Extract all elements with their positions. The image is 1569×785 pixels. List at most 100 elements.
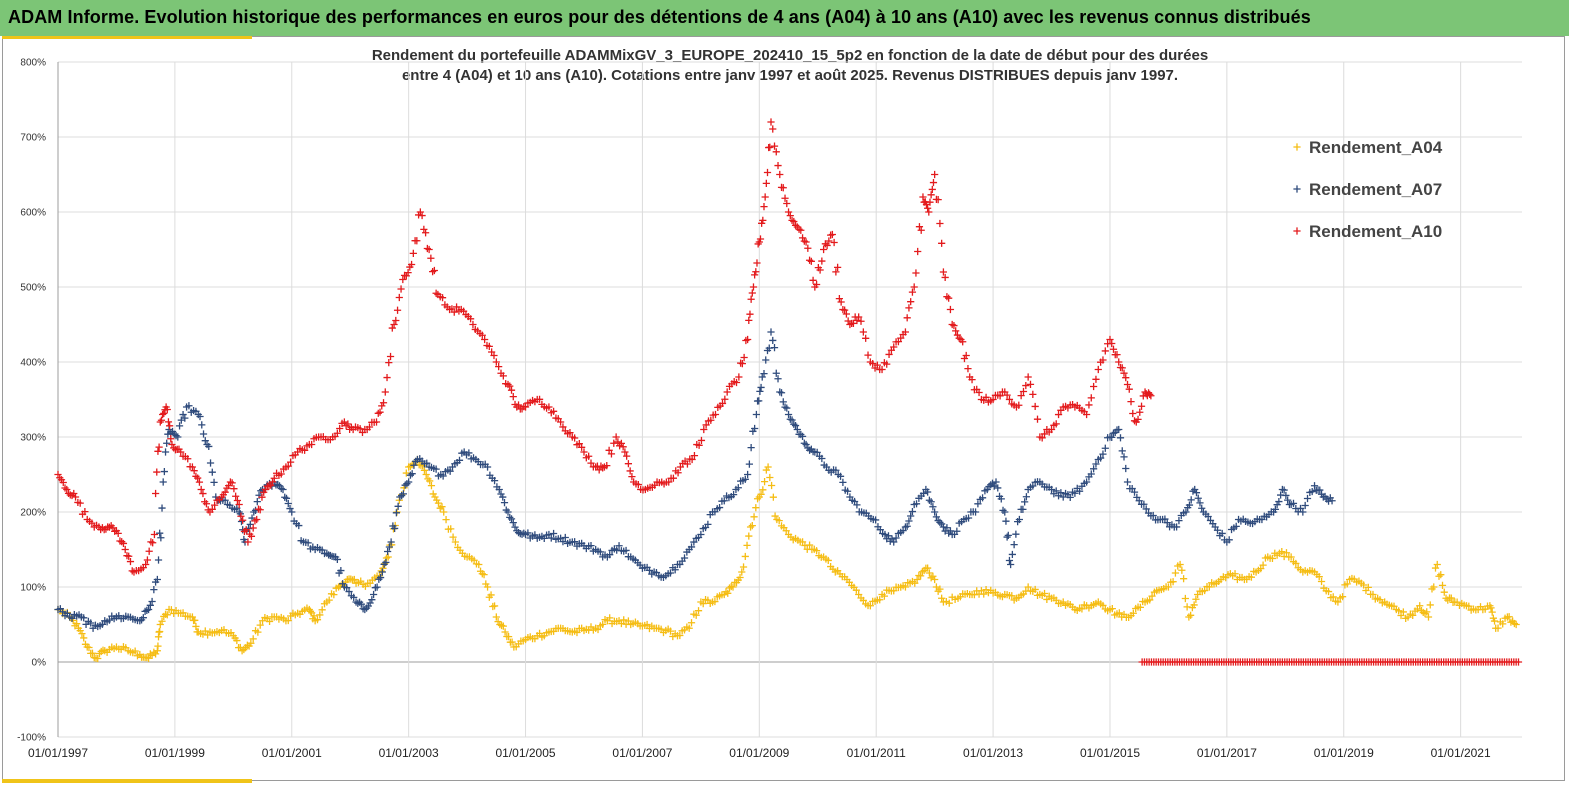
- marker-point: [1029, 390, 1037, 398]
- y-tick-label: 400%: [20, 358, 46, 369]
- marker-point: [1512, 620, 1520, 629]
- marker-point: [1431, 564, 1440, 572]
- marker-point: [623, 452, 631, 460]
- marker-point: [800, 439, 808, 447]
- marker-point: [802, 440, 810, 449]
- marker-point: [1137, 402, 1146, 410]
- marker-point: [948, 320, 956, 329]
- legend-label: Rendement_A10: [1309, 222, 1442, 241]
- marker-point: [1125, 385, 1133, 393]
- marker-point: [148, 597, 156, 606]
- marker-point: [1324, 587, 1333, 596]
- marker-point: [606, 551, 614, 559]
- marker-point: [506, 513, 514, 521]
- marker-point: [571, 434, 579, 442]
- marker-point: [901, 328, 910, 336]
- marker-point: [143, 606, 151, 615]
- marker-point: [384, 547, 392, 556]
- x-tick-label: 01/01/2019: [1314, 746, 1374, 760]
- marker-point: [210, 478, 218, 486]
- marker-point: [221, 488, 229, 496]
- marker-point: [156, 529, 164, 537]
- marker-point: [755, 397, 763, 405]
- marker-point: [139, 614, 147, 622]
- marker-point: [365, 423, 374, 431]
- marker-point: [350, 593, 358, 601]
- marker-point: [59, 608, 67, 616]
- marker-point: [485, 342, 493, 350]
- marker-point: [253, 498, 261, 506]
- marker-point: [753, 259, 761, 267]
- marker-point: [350, 575, 358, 584]
- marker-point: [1192, 595, 1200, 603]
- marker-point: [508, 638, 516, 646]
- marker-point: [1015, 401, 1023, 409]
- marker-point: [430, 266, 438, 275]
- legend-entry: Rendement_A10: [1293, 222, 1442, 241]
- marker-point: [730, 491, 738, 499]
- marker-point: [786, 212, 794, 220]
- marker-point: [239, 516, 247, 524]
- marker-point: [199, 489, 207, 498]
- marker-point: [952, 327, 960, 335]
- marker-point: [873, 361, 881, 369]
- marker-point: [932, 513, 940, 521]
- marker-point: [666, 569, 675, 577]
- legend-entry: Rendement_A04: [1293, 138, 1443, 157]
- marker-point: [764, 463, 772, 471]
- page-title: ADAM Informe. Evolution historique des p…: [8, 7, 1311, 27]
- marker-point: [907, 512, 915, 520]
- marker-point: [748, 521, 756, 530]
- marker-point: [912, 500, 921, 508]
- marker-point: [1181, 594, 1189, 603]
- marker-point: [890, 538, 898, 546]
- marker-point: [855, 313, 863, 321]
- marker-point: [150, 586, 158, 594]
- marker-point: [775, 517, 783, 525]
- marker-point: [688, 455, 696, 464]
- marker-point: [899, 527, 907, 535]
- marker-point: [931, 508, 939, 516]
- y-tick-label: 0%: [32, 658, 47, 669]
- marker-point: [549, 407, 558, 415]
- marker-point: [1275, 497, 1283, 506]
- marker-point: [337, 566, 345, 575]
- marker-point: [1187, 496, 1195, 504]
- marker-point: [1003, 533, 1011, 541]
- marker-point: [926, 198, 934, 206]
- marker-point: [918, 568, 926, 576]
- marker-point: [1364, 583, 1372, 591]
- marker-point: [766, 143, 774, 151]
- marker-point: [626, 467, 634, 475]
- marker-point: [440, 508, 448, 516]
- marker-point: [950, 321, 958, 330]
- marker-point: [892, 534, 900, 542]
- marker-point: [373, 583, 381, 591]
- marker-point: [211, 501, 219, 509]
- marker-point: [235, 500, 243, 509]
- marker-point: [1022, 381, 1030, 390]
- marker-point: [622, 546, 630, 555]
- marker-point: [295, 521, 303, 530]
- marker-point: [87, 619, 95, 627]
- marker-point: [1047, 485, 1056, 494]
- marker-point: [197, 485, 205, 494]
- marker-point: [745, 460, 753, 468]
- marker-point: [936, 219, 944, 228]
- marker-point: [996, 392, 1004, 400]
- marker-point: [997, 495, 1005, 503]
- marker-point: [690, 452, 699, 460]
- marker-point: [1259, 561, 1267, 569]
- marker-point: [945, 599, 953, 607]
- marker-point: [876, 596, 884, 604]
- marker-point: [1213, 526, 1222, 534]
- marker-point: [1008, 550, 1016, 559]
- marker-point: [244, 538, 252, 546]
- marker-point: [59, 478, 67, 487]
- marker-point: [760, 478, 769, 486]
- marker-point: [521, 403, 530, 411]
- marker-point: [724, 589, 732, 597]
- marker-point: [1164, 583, 1173, 591]
- x-tick-label: 01/01/2001: [262, 746, 322, 760]
- marker-point: [336, 424, 344, 433]
